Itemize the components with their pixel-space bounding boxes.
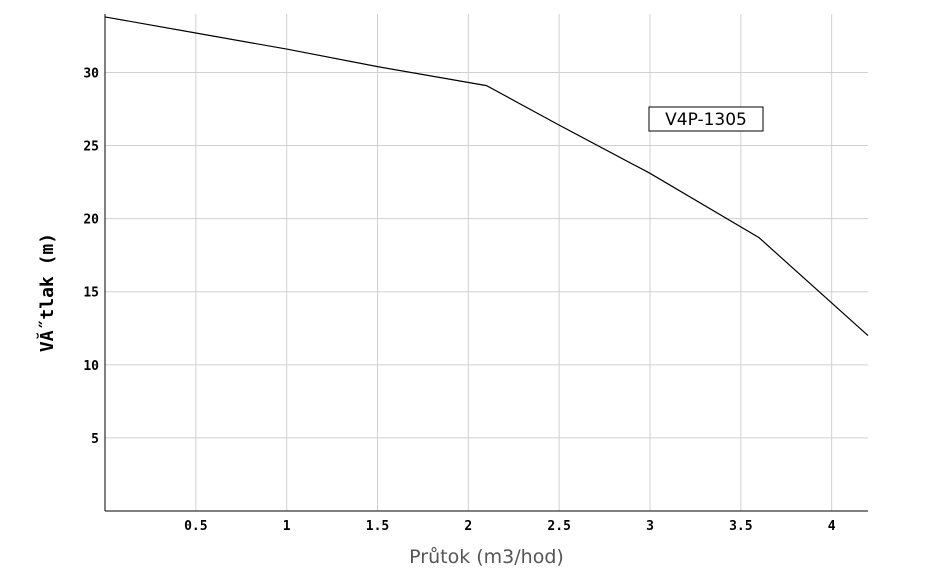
y-tick-label: 30 (83, 66, 99, 81)
series-layer (104, 16, 869, 337)
grid (105, 14, 868, 511)
x-tick-label: 2 (464, 519, 472, 534)
series-line (104, 16, 869, 337)
legend: V4P-1305 (648, 106, 764, 132)
x-tick-label: 3 (646, 519, 654, 534)
x-tick-label: 0.5 (184, 519, 207, 534)
legend-box (648, 106, 764, 132)
x-tick-label: 1 (283, 519, 291, 534)
x-tick-labels: 0.5 1 1.5 2 2.5 3 3.5 4 (184, 519, 836, 534)
y-tick-labels: 5 10 15 20 25 30 (83, 66, 99, 446)
y-tick-label: 5 (91, 432, 99, 447)
x-tick-label: 4 (828, 519, 836, 534)
x-tick-label: 1.5 (366, 519, 389, 534)
legend-series-name: V4P-1305 (665, 110, 747, 130)
y-tick-label: 25 (83, 140, 99, 155)
x-tick-label: 2.5 (547, 519, 570, 534)
x-axis-label: Průtok (m3/hod) (409, 546, 564, 568)
y-tick-label: 10 (83, 359, 99, 374)
y-axis-label: VĂ˝tlak (m) (36, 233, 58, 352)
y-tick-label: 15 (83, 286, 99, 301)
y-tick-label: 20 (83, 213, 99, 228)
x-tick-label: 3.5 (729, 519, 752, 534)
